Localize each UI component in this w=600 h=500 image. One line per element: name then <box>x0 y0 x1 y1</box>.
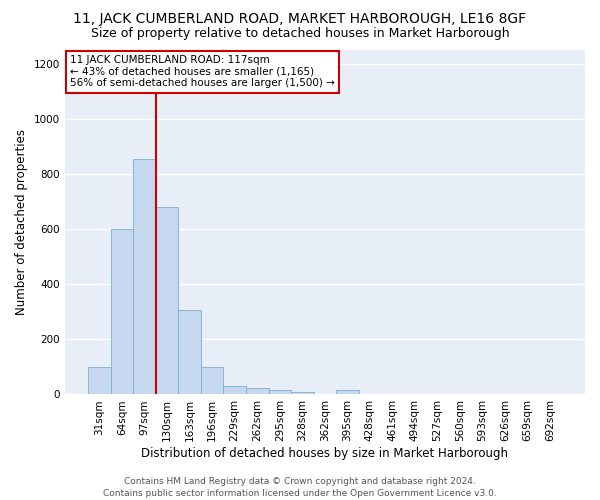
X-axis label: Distribution of detached houses by size in Market Harborough: Distribution of detached houses by size … <box>142 447 508 460</box>
Bar <box>178 310 201 394</box>
Bar <box>291 392 314 394</box>
Bar <box>201 367 223 394</box>
Y-axis label: Number of detached properties: Number of detached properties <box>15 129 28 315</box>
Bar <box>111 229 133 394</box>
Text: 11, JACK CUMBERLAND ROAD, MARKET HARBOROUGH, LE16 8GF: 11, JACK CUMBERLAND ROAD, MARKET HARBORO… <box>73 12 527 26</box>
Bar <box>336 390 359 394</box>
Bar <box>246 388 269 394</box>
Bar <box>156 207 178 394</box>
Text: Contains HM Land Registry data © Crown copyright and database right 2024.
Contai: Contains HM Land Registry data © Crown c… <box>103 476 497 498</box>
Bar <box>223 386 246 394</box>
Text: Size of property relative to detached houses in Market Harborough: Size of property relative to detached ho… <box>91 28 509 40</box>
Bar <box>133 159 156 394</box>
Bar <box>88 367 111 394</box>
Bar <box>269 390 291 394</box>
Text: 11 JACK CUMBERLAND ROAD: 117sqm
← 43% of detached houses are smaller (1,165)
56%: 11 JACK CUMBERLAND ROAD: 117sqm ← 43% of… <box>70 55 335 88</box>
